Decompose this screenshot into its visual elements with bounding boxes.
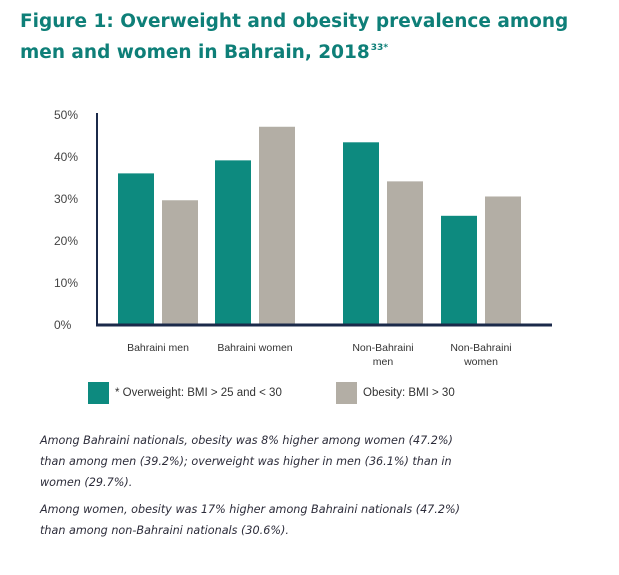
y-tick-label: 30% xyxy=(54,192,78,206)
bar-obesity xyxy=(387,181,423,325)
x-category-label: Non-Bahraini xyxy=(450,342,511,354)
figure-title-line-1: Figure 1: Overweight and obesity prevale… xyxy=(20,11,569,32)
bar-obesity xyxy=(485,196,521,325)
chart-legend: * Overweight: BMI > 25 and < 30 Obesity:… xyxy=(0,381,619,405)
legend-swatch-overweight xyxy=(88,382,109,404)
note-1-line-1: Among Bahraini nationals, obesity was 8%… xyxy=(40,434,453,447)
note-paragraph-2: Among women, obesity was 17% higher amon… xyxy=(40,499,600,541)
legend-swatch-obesity xyxy=(336,382,357,404)
legend-label-overweight: * Overweight: BMI > 25 and < 30 xyxy=(115,387,282,399)
figure-title-line-2: men and women in Bahrain, 201833* xyxy=(20,37,580,68)
note-1-line-3: women (29.7%). xyxy=(40,476,133,489)
bar-obesity xyxy=(162,200,198,325)
note-2-line-1: Among women, obesity was 17% higher amon… xyxy=(40,503,460,516)
note-2-line-2: than among non-Bahraini nationals (30.6%… xyxy=(40,524,289,537)
bar-overweight xyxy=(441,215,477,325)
x-category-label: Non-Bahraini xyxy=(352,342,413,354)
x-category-label: men xyxy=(373,356,394,368)
y-tick-label: 40% xyxy=(54,150,78,164)
bar-overweight xyxy=(215,160,251,325)
x-category-label: women xyxy=(463,356,498,368)
x-category-label: Bahraini women xyxy=(217,342,292,354)
note-paragraph-1: Among Bahraini nationals, obesity was 8%… xyxy=(40,430,600,493)
legend-item-obesity: Obesity: BMI > 30 xyxy=(336,381,455,405)
bar-overweight xyxy=(118,173,154,325)
note-1-line-2: than among men (39.2%); overweight was h… xyxy=(40,455,452,468)
legend-item-overweight: * Overweight: BMI > 25 and < 30 xyxy=(88,381,282,405)
y-tick-label: 0% xyxy=(54,318,72,332)
bar-overweight xyxy=(343,142,379,325)
y-tick-label: 20% xyxy=(54,234,78,248)
y-tick-label: 10% xyxy=(54,276,78,290)
y-tick-label: 50% xyxy=(54,108,78,122)
x-category-label: Bahraini men xyxy=(127,342,189,354)
figure-title-reference: 33* xyxy=(370,43,389,53)
bar-chart: 0% 10% 20% 30% 40% 50% Bahraini men Bahraini wo… xyxy=(54,108,552,368)
figure-title: Figure 1: Overweight and obesity prevale… xyxy=(20,6,580,68)
legend-label-obesity: Obesity: BMI > 30 xyxy=(363,387,455,399)
figure-title-line-2-text: men and women in Bahrain, 2018 xyxy=(20,42,370,63)
figure-notes: Among Bahraini nationals, obesity was 8%… xyxy=(40,430,600,547)
bar-obesity xyxy=(259,126,295,325)
